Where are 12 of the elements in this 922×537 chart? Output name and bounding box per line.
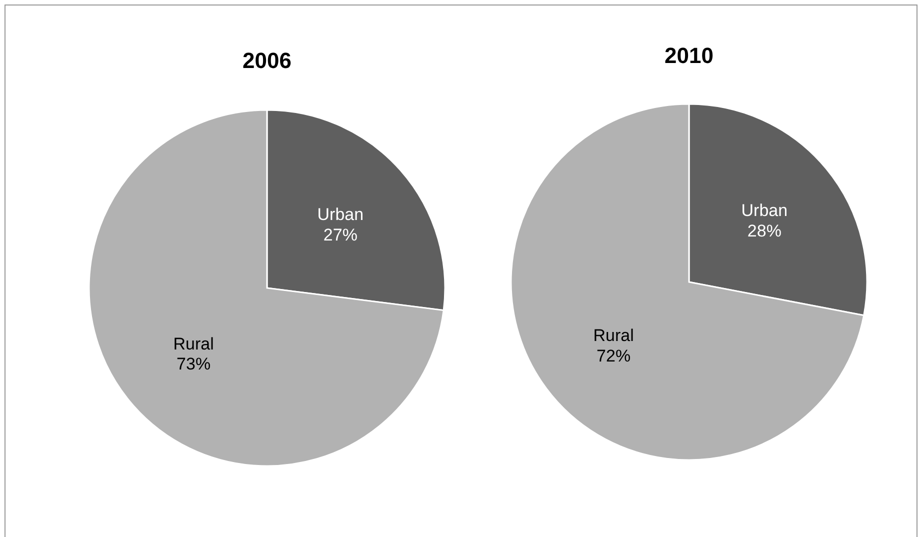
chart-title: 2006 — [242, 48, 292, 73]
pie-slice — [510, 103, 865, 461]
slice-label: Rural — [173, 334, 214, 354]
data-label: 27% — [323, 225, 358, 244]
slice-label: Urban — [741, 201, 788, 220]
slice-label: Urban — [317, 204, 364, 224]
data-label: 73% — [176, 354, 211, 374]
data-label: 72% — [596, 346, 631, 366]
chart-title: 2010 — [664, 43, 714, 68]
slice-label: Rural — [593, 326, 634, 346]
pie-slice — [88, 109, 444, 467]
data-label: 28% — [747, 222, 782, 241]
